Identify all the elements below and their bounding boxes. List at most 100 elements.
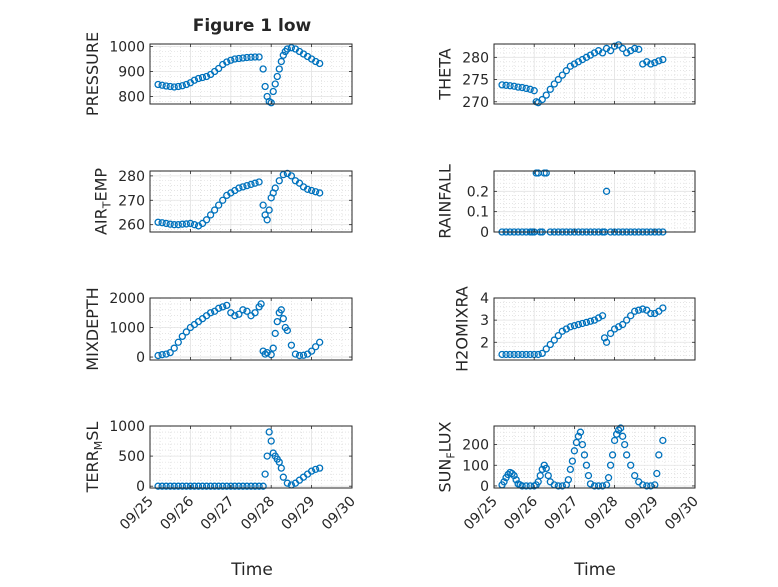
data-point [162,82,170,90]
data-point [307,467,316,475]
data-point [307,186,316,195]
subplot-pressure: 800 900 1000 PRESSURE [83,32,353,116]
data-point [178,82,186,90]
data-point [618,44,627,53]
data-point [190,76,199,84]
data-point [582,318,591,327]
data-point [170,344,178,352]
data-point [606,47,615,55]
data-point [299,351,308,359]
data-point [311,343,320,351]
data-point [522,84,530,93]
data-point [564,476,573,484]
data-point [243,307,251,315]
data-point [562,67,571,75]
data-point [586,317,595,325]
data-point [166,482,174,490]
data-point [584,471,593,480]
data-point [574,432,583,440]
data-point [586,480,595,488]
data-point [536,471,544,480]
data-point [283,326,292,335]
data-point [194,74,203,83]
data-point [154,482,162,490]
data-point [578,319,587,328]
data-point [219,196,227,204]
data-point [522,350,530,359]
y-axis-label: PRESSURE [83,32,102,116]
data-point [542,169,550,177]
data-point [215,201,223,209]
data-point [542,464,550,473]
data-point [500,478,508,486]
data-point [174,221,182,229]
axes-box [149,297,353,361]
data-point [283,479,292,487]
data-point [635,45,643,53]
x-tick-label: 09/26 [501,493,541,533]
data-point [631,471,639,480]
data-point [655,451,663,459]
data-point [231,482,239,490]
y-axis-label: TERRMSL [83,422,105,494]
data-point [235,184,243,192]
data-point [538,465,546,474]
data-point [316,464,324,472]
axes-box [493,425,696,489]
data-point [251,179,259,187]
data-point [578,440,587,449]
data-point [594,482,603,490]
data-point [311,465,320,473]
data-point [247,482,255,490]
data-point [202,72,211,81]
data-point [653,469,661,478]
data-point [550,80,558,88]
axes-box [493,43,696,105]
data-point [247,53,255,61]
y-tick-label: 275 [462,73,489,89]
data-point [604,474,613,482]
data-point [514,350,522,359]
data-point [311,57,320,66]
data-point [223,482,231,490]
y-tick-label: 0 [136,479,145,495]
y-tick-label: 800 [118,90,145,106]
data-point [623,316,631,324]
y-tick-label: 280 [462,50,489,66]
data-point [526,350,534,359]
axes-box [493,170,696,233]
data-point [508,469,516,478]
axes-box [149,425,353,489]
data-point [210,482,219,490]
data-point [223,58,231,66]
data-point [307,347,316,355]
data-point [174,82,182,91]
data-point [261,470,269,478]
y-tick-label: 0 [136,350,145,366]
data-point [635,306,643,314]
subplot-theta: 270 275 280 THETA [436,41,696,111]
data-point [219,303,227,311]
y-tick-label: 2000 [109,291,145,307]
data-point [182,220,191,228]
y-tick-label: 100 [462,458,489,474]
data-point [263,216,271,224]
figure-title: Figure 1 low [193,16,312,36]
data-point [170,221,178,229]
data-point [267,437,275,445]
data-point [498,81,506,89]
y-axis-label: THETA [436,48,455,100]
x-tick-label: 09/25 [117,494,157,534]
y-tick-label: 0 [480,479,489,495]
data-point [279,171,287,179]
data-point [269,344,277,352]
data-point [235,310,243,318]
data-point [568,457,577,465]
data-point [243,482,251,490]
data-point [631,44,639,53]
data-point [158,482,166,490]
data-point [580,451,589,459]
data-point [614,41,623,49]
data-point [273,317,281,326]
